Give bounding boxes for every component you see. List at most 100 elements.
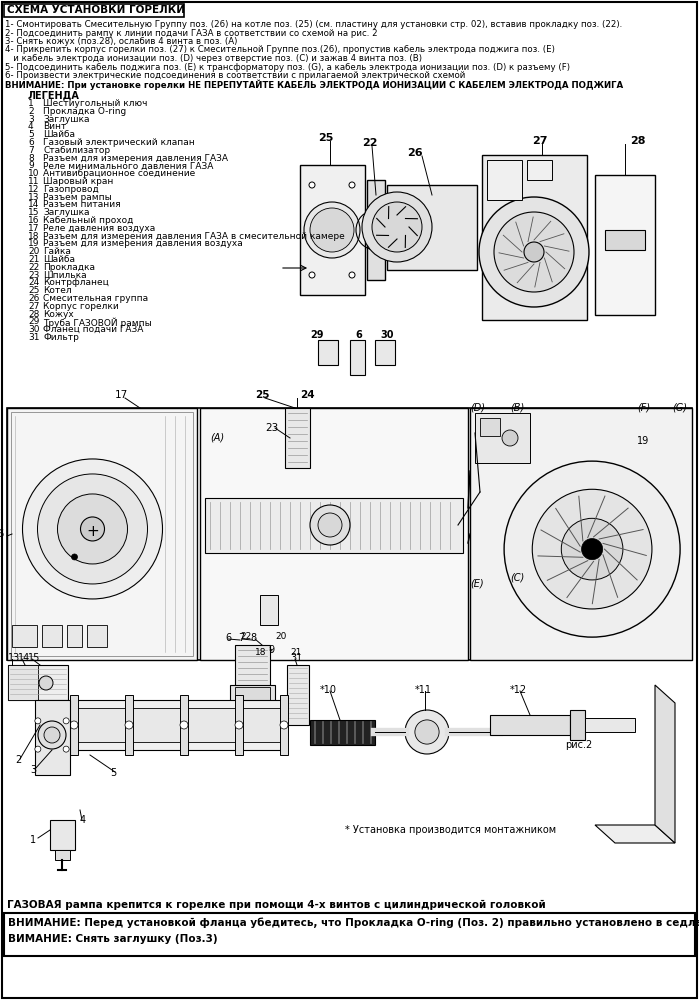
Text: Заглушка: Заглушка: [43, 208, 89, 217]
Text: 25: 25: [28, 286, 39, 295]
Circle shape: [44, 727, 60, 743]
Circle shape: [63, 746, 69, 752]
Text: 2: 2: [28, 107, 34, 116]
Text: 29: 29: [310, 330, 324, 340]
Text: 17: 17: [28, 224, 40, 233]
Text: 19: 19: [28, 239, 40, 248]
Circle shape: [494, 212, 574, 292]
Text: 25: 25: [318, 133, 333, 143]
Text: Разъем для измерения давления ГАЗА в смесительной камере: Разъем для измерения давления ГАЗА в сме…: [43, 232, 345, 241]
Text: 11: 11: [28, 177, 40, 186]
Bar: [585, 718, 635, 732]
Bar: [70, 695, 78, 755]
Text: 28: 28: [28, 310, 39, 319]
Text: Реле давления воздуха: Реле давления воздуха: [43, 224, 155, 233]
Text: 2: 2: [15, 755, 21, 765]
Bar: [125, 695, 133, 755]
Bar: [87, 625, 107, 647]
Circle shape: [582, 539, 603, 560]
Text: Фланец подачи ГАЗА: Фланец подачи ГАЗА: [43, 325, 143, 334]
Text: Разъем рампы: Разъем рампы: [43, 193, 112, 202]
Bar: [235, 645, 270, 740]
Text: 16: 16: [28, 216, 40, 225]
Text: 18: 18: [255, 648, 266, 657]
Bar: [375, 340, 395, 365]
Text: Антивибрационное соединение: Антивибрационное соединение: [43, 169, 195, 178]
Bar: [318, 340, 338, 365]
Text: Фильтр: Фильтр: [43, 333, 79, 342]
Text: 16: 16: [0, 529, 5, 539]
Circle shape: [63, 718, 69, 724]
Text: 20: 20: [275, 632, 287, 641]
Circle shape: [532, 489, 652, 609]
Text: 8: 8: [28, 154, 34, 163]
Circle shape: [235, 721, 243, 729]
Text: 4- Прикрепить корпус горелки поз. (27) к Смесительной Группе поз.(26), пропустив: 4- Прикрепить корпус горелки поз. (27) к…: [5, 45, 555, 54]
Text: Газовый электрический клапан: Газовый электрический клапан: [43, 138, 195, 147]
Bar: [470, 408, 692, 660]
Text: *10: *10: [320, 685, 337, 695]
Bar: [200, 408, 468, 660]
Text: *11: *11: [415, 685, 432, 695]
Circle shape: [372, 202, 422, 252]
Bar: [42, 625, 62, 647]
Text: 7: 7: [28, 146, 34, 155]
Bar: [260, 595, 278, 625]
Bar: [8, 665, 38, 700]
Text: и кабель электрода ионизации поз. (D) через отверстие поз. (С) и зажав 4 винта п: и кабель электрода ионизации поз. (D) че…: [5, 54, 422, 63]
Text: 9: 9: [28, 161, 34, 170]
Text: Разъем для измерения давления воздуха: Разъем для измерения давления воздуха: [43, 239, 243, 248]
Text: Винт: Винт: [43, 122, 66, 131]
Text: +: +: [86, 524, 99, 539]
Circle shape: [22, 459, 162, 599]
Text: Разъем питания: Разъем питания: [43, 200, 121, 209]
Text: 12: 12: [28, 185, 39, 194]
Text: 3: 3: [30, 765, 36, 775]
Bar: [70, 700, 285, 750]
Text: 21: 21: [28, 255, 39, 264]
Text: 27: 27: [28, 302, 39, 311]
Text: 26: 26: [407, 148, 423, 158]
Text: 27: 27: [532, 136, 547, 146]
Text: 5: 5: [28, 130, 34, 139]
Text: Кожух: Кожух: [43, 310, 74, 319]
Text: (C): (C): [510, 573, 524, 583]
Text: 24: 24: [28, 278, 39, 287]
Bar: [4, 913, 695, 956]
Bar: [67, 625, 82, 647]
Circle shape: [318, 513, 342, 537]
Text: Контрфланец: Контрфланец: [43, 278, 109, 287]
Circle shape: [38, 721, 66, 749]
Circle shape: [349, 272, 355, 278]
Text: 26: 26: [28, 294, 39, 303]
Text: 17: 17: [115, 390, 128, 400]
Text: Корпус горелки: Корпус горелки: [43, 302, 119, 311]
Text: Газопровод: Газопровод: [43, 185, 99, 194]
Circle shape: [125, 721, 133, 729]
Circle shape: [38, 474, 147, 584]
Bar: [487, 160, 522, 200]
Text: 20: 20: [28, 247, 39, 256]
Text: * Установка производится монтажником: * Установка производится монтажником: [345, 825, 556, 835]
Circle shape: [70, 721, 78, 729]
Text: 31: 31: [290, 653, 302, 663]
Text: ВНИМАНИЕ: При установке горелки НЕ ПЕРЕПУТАЙТЕ КАБЕЛЬ ЭЛЕКТРОДА ИОНИЗАЦИИ С КАБЕ: ВНИМАНИЕ: При установке горелки НЕ ПЕРЕП…: [5, 80, 623, 90]
Text: 10: 10: [28, 169, 40, 178]
Text: 1: 1: [28, 99, 34, 108]
Text: 1: 1: [30, 835, 36, 845]
Bar: [280, 695, 288, 755]
Bar: [4, 4, 184, 17]
Text: Шестиугольный ключ: Шестиугольный ключ: [43, 99, 147, 108]
Text: 31: 31: [28, 333, 40, 342]
Text: 3- Снять кожух (поз.28), ослабив 4 винта в поз. (А): 3- Снять кожух (поз.28), ослабив 4 винта…: [5, 37, 238, 46]
Bar: [475, 413, 530, 463]
Text: (B): (B): [510, 403, 524, 413]
Text: 30: 30: [380, 330, 394, 340]
Text: 1- Смонтировать Смесительную Группу поз. (26) на котле поз. (25) (см. пластину д: 1- Смонтировать Смесительную Группу поз.…: [5, 20, 622, 29]
Text: 14: 14: [28, 200, 39, 209]
Bar: [480, 418, 500, 436]
Circle shape: [35, 718, 41, 724]
Bar: [12, 625, 37, 647]
Text: (E): (E): [470, 578, 484, 588]
Text: 3: 3: [28, 115, 34, 124]
